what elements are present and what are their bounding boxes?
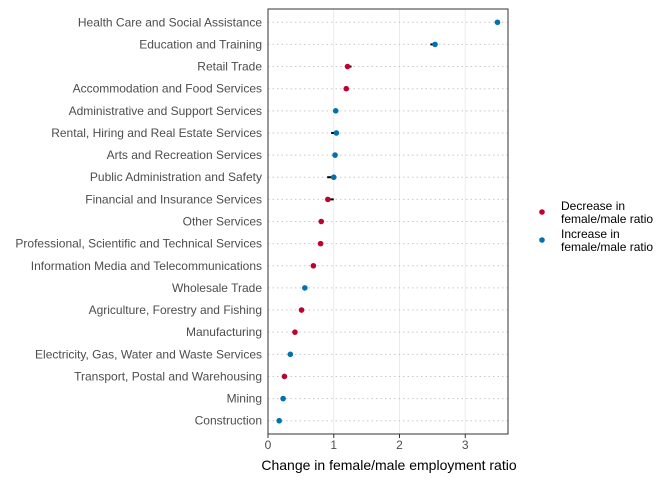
data-point [292,329,298,335]
category-label: Other Services [183,215,262,229]
data-point [276,417,282,424]
data-point [344,63,351,70]
legend-label: female/male ratio [561,212,653,226]
category-label: Health Care and Social Assistance [78,15,262,29]
category-label: Financial and Insurance Services [85,192,262,206]
legend-label: Increase in [561,227,620,241]
category-label: Arts and Recreation Services [107,148,262,162]
x-axis: 0 1 2 3 [265,434,469,452]
category-label: Manufacturing [186,325,262,339]
data-point [330,174,337,181]
x-tick-label: 1 [330,438,337,452]
data-point [280,395,286,402]
data-point [343,85,350,92]
category-label: Education and Training [139,37,262,51]
legend-label: Decrease in [561,199,625,213]
data-point [302,285,308,291]
category-label: Public Administration and Safety [90,170,262,184]
plot-panel-border [267,8,509,435]
data-point [332,108,339,114]
x-tick-label: 0 [265,438,272,452]
legend-key [539,209,545,215]
data-point [281,373,288,380]
data-point [298,307,305,313]
category-label: Retail Trade [197,60,262,74]
category-label: Information Media and Telecommunications [31,259,262,273]
category-label: Rental, Hiring and Real Estate Services [51,126,262,140]
data-point [325,196,331,203]
data-point [287,351,294,358]
x-tick-label: 3 [462,438,469,452]
category-label: Wholesale Trade [172,281,262,295]
category-label: Administrative and Support Services [69,104,262,118]
data-point [494,19,501,26]
category-label: Construction [195,414,262,428]
y-axis-labels: Health Care and Social Assistance Educati… [15,15,262,427]
data-point [333,130,340,136]
x-tick-label: 2 [396,438,403,452]
data-point [317,240,324,247]
grid-layer [267,9,508,434]
category-label: Accommodation and Food Services [73,82,262,96]
category-label: Agriculture, Forestry and Fishing [89,303,262,317]
data-point [318,218,325,225]
category-label: Electricity, Gas, Water and Waste Servic… [35,347,262,361]
category-label: Professional, Scientific and Technical S… [15,237,262,251]
legend-label: female/male ratio [561,240,653,254]
x-axis-title: Change in female/male employment ratio [261,457,516,473]
legend-key [539,237,545,243]
marks-layer [276,19,501,424]
data-point [332,152,338,158]
data-point [310,262,317,269]
category-label: Mining [227,392,262,406]
category-label: Transport, Postal and Warehousing [74,369,262,383]
data-point [432,41,438,48]
